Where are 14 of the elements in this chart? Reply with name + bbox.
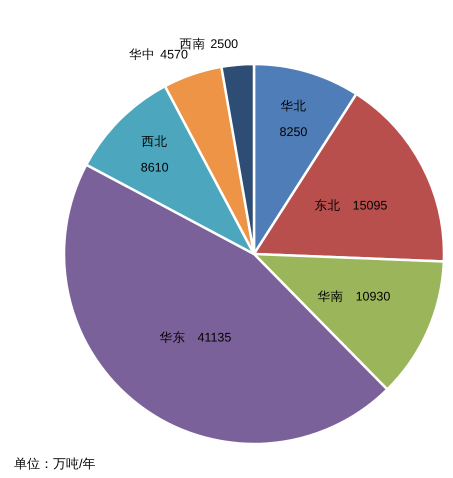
slice-label: 华北 (280, 99, 306, 114)
slice-label: 华南 (318, 289, 344, 304)
data-label: 8610 (140, 160, 169, 175)
data-label: 8250 (280, 125, 308, 140)
slice-label: 西北 (142, 134, 168, 149)
data-label: 41135 (197, 330, 232, 345)
text: 单位：万吨/年 (14, 455, 96, 473)
slice-label: 东北 (314, 198, 341, 213)
slice-label: 华中 (129, 47, 156, 62)
slice-label: 西南 (179, 36, 206, 51)
data-label: 15095 (352, 198, 388, 213)
slice-label: 华东 (159, 330, 186, 345)
data-label: 2500 (210, 36, 238, 51)
data-label: 10930 (356, 289, 390, 304)
